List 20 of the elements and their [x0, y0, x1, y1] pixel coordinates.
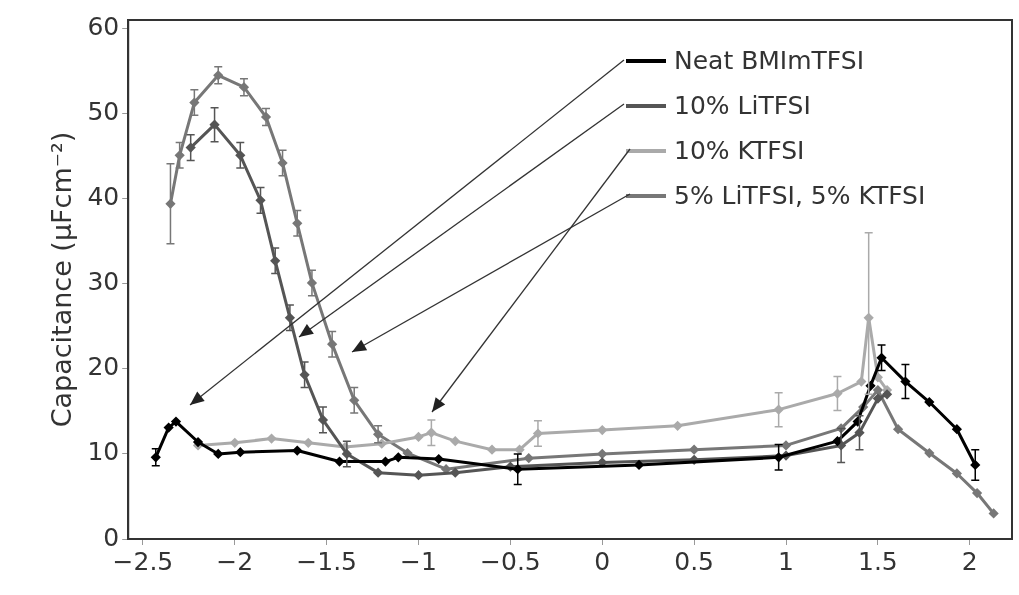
- y-tick-label: 40: [87, 182, 120, 212]
- legend-label: 5% LiTFSI, 5% KTFSI: [674, 181, 926, 210]
- x-tick-label: −1: [400, 546, 437, 576]
- x-tick-label: 1.5: [857, 546, 898, 576]
- x-tick-label: 0.5: [674, 546, 715, 576]
- y-tick-label: 10: [87, 437, 120, 467]
- legend-label: 10% LiTFSI: [674, 91, 811, 120]
- y-tick-label: 60: [87, 12, 120, 42]
- x-tick-label: −0.5: [480, 546, 541, 576]
- legend-label: 10% KTFSI: [674, 136, 805, 165]
- y-tick-label: 50: [87, 97, 120, 127]
- y-tick-label: 20: [87, 352, 120, 382]
- y-tick-label: 30: [87, 267, 120, 297]
- x-tick-label: −1.5: [296, 546, 358, 576]
- y-axis-title: Capacitance (μFcm⁻²): [46, 131, 78, 428]
- x-tick-label: −2: [216, 546, 254, 576]
- x-tick-label: 2: [961, 546, 978, 576]
- x-tick-label: 1: [778, 546, 794, 576]
- x-tick-label: 0: [594, 546, 611, 576]
- legend-label: Neat BMImTFSI: [674, 46, 865, 75]
